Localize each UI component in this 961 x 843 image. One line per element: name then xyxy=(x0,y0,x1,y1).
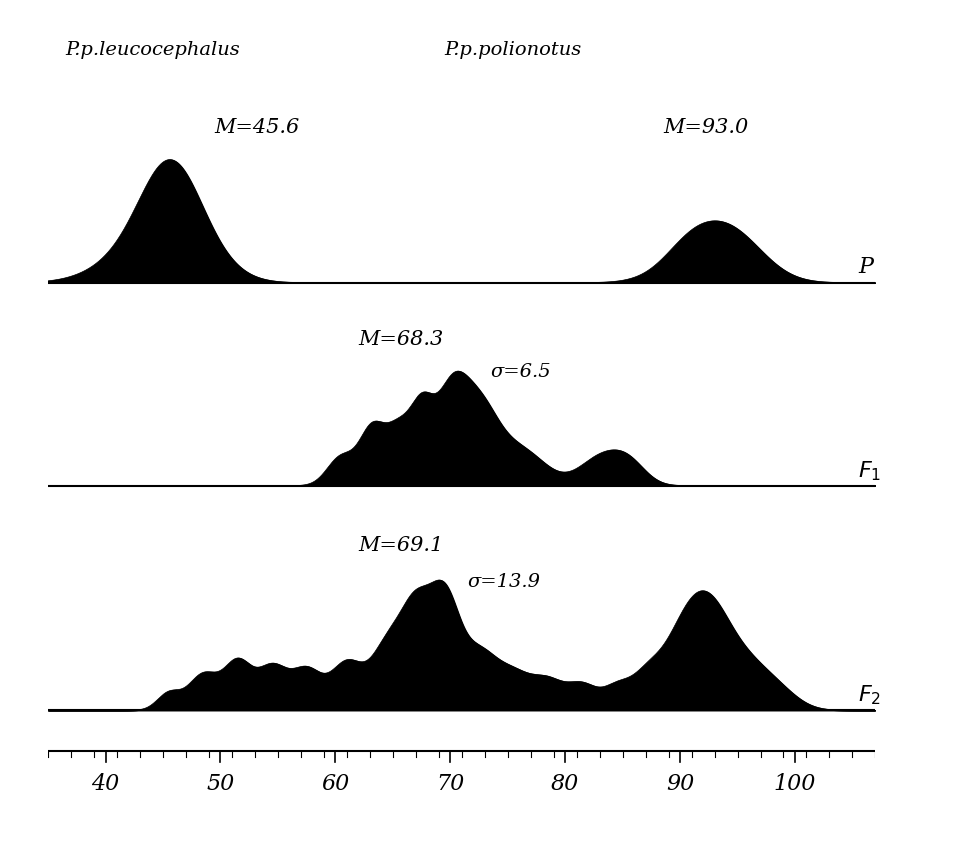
Text: 50: 50 xyxy=(206,773,234,795)
Text: 60: 60 xyxy=(321,773,349,795)
Text: $F_2$: $F_2$ xyxy=(857,683,880,706)
Text: P: P xyxy=(857,256,873,278)
Text: σ=6.5: σ=6.5 xyxy=(490,362,551,381)
Text: P.p.polionotus: P.p.polionotus xyxy=(444,41,581,59)
Text: M=68.3: M=68.3 xyxy=(357,330,443,349)
Text: M=93.0: M=93.0 xyxy=(662,118,748,137)
Text: 100: 100 xyxy=(773,773,815,795)
Text: 80: 80 xyxy=(551,773,579,795)
Text: M=45.6: M=45.6 xyxy=(214,118,300,137)
Text: σ=13.9: σ=13.9 xyxy=(467,573,540,591)
Text: $F_1$: $F_1$ xyxy=(857,459,880,482)
Text: 70: 70 xyxy=(435,773,464,795)
Text: M=69.1: M=69.1 xyxy=(357,535,443,555)
Text: 40: 40 xyxy=(91,773,119,795)
Text: P.p.leucocephalus: P.p.leucocephalus xyxy=(65,41,240,59)
Text: 90: 90 xyxy=(665,773,694,795)
